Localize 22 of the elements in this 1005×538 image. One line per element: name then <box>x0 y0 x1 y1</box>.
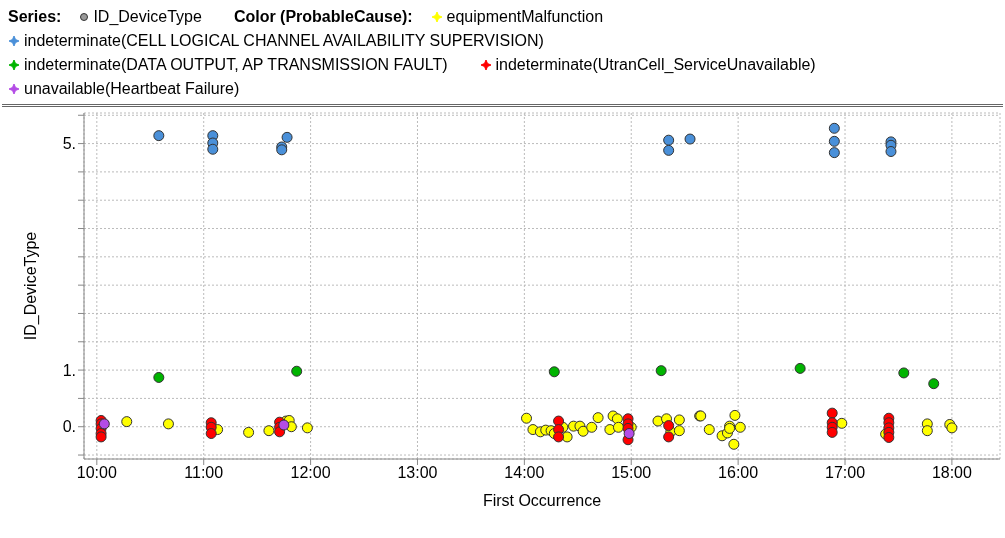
x-tick-label: 17:00 <box>824 464 866 482</box>
y-axis-title: ID_DeviceType <box>21 231 40 341</box>
legend-title: Color (ProbableCause): <box>233 8 413 26</box>
x-axis-title: First Occurrence <box>482 492 602 510</box>
y-tick-label: 5. <box>62 135 76 153</box>
y-tick-label: 0. <box>62 418 76 436</box>
text: ID_DeviceType <box>92 8 202 26</box>
x-tick-label: 15:00 <box>611 464 652 482</box>
x-tick-label: 10:00 <box>76 464 117 482</box>
x-tick-label: 12:00 <box>290 464 331 482</box>
x-tick-label: 16:00 <box>718 464 759 482</box>
x-tick-label: 11:00 <box>184 464 224 482</box>
y-tick-label: 1. <box>62 361 76 379</box>
x-tick-label: 18:00 <box>931 464 973 482</box>
legend-label: indeterminate(UtranCell_ServiceUnavailable) <box>494 56 816 74</box>
legend-label: indeterminate(DATA OUTPUT, AP TRANSMISSION FAULT) <box>23 56 448 74</box>
x-tick-label: 14:00 <box>504 464 545 482</box>
legend-label: indeterminate(CELL LOGICAL CHANNEL AVAILABILITY SUPERVISION) <box>23 32 544 50</box>
legend-label: equipmentMalfunction <box>445 8 604 26</box>
legend-label: unavailable(Heartbeat Failure) <box>23 80 240 98</box>
x-tick-label: 13:00 <box>397 464 438 482</box>
text: Series: <box>8 8 62 26</box>
